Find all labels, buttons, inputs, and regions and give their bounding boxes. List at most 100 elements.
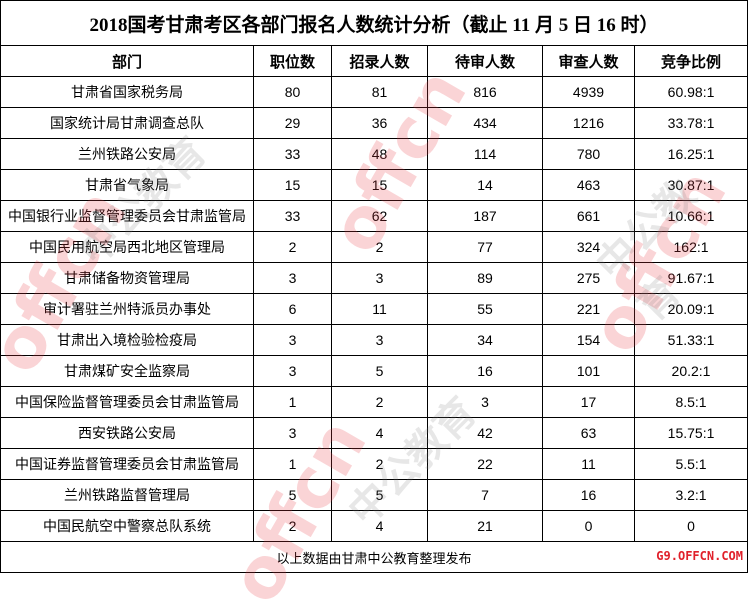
cell-reviewed: 780 bbox=[542, 138, 635, 170]
cell-ratio: 10.66:1 bbox=[633, 200, 748, 232]
column-header: 待审人数 bbox=[427, 45, 543, 77]
cell-reviewed: 0 bbox=[542, 510, 635, 542]
cell-ratio: 33.78:1 bbox=[633, 107, 748, 139]
cell-positions: 80 bbox=[253, 76, 332, 108]
footer-note: 以上数据由甘肃中公教育整理发布 bbox=[0, 541, 748, 573]
cell-ratio: 30.87:1 bbox=[633, 169, 748, 201]
cell-pending: 14 bbox=[427, 169, 543, 201]
table-title: 2018国考甘肃考区各部门报名人数统计分析（截止 11 月 5 日 16 时） bbox=[0, 0, 748, 46]
cell-recruits: 48 bbox=[331, 138, 428, 170]
cell-reviewed: 4939 bbox=[542, 76, 635, 108]
table-row: 中国民航空中警察总队系统 2 4 21 0 0 bbox=[0, 510, 748, 542]
cell-positions: 3 bbox=[253, 355, 332, 387]
header-row: 部门 职位数 招录人数 待审人数 审查人数 竞争比例 bbox=[0, 45, 748, 77]
table-row: 甘肃煤矿安全监察局 3 5 16 101 20.2:1 bbox=[0, 355, 748, 387]
cell-pending: 22 bbox=[427, 448, 543, 480]
cell-department: 中国证券监督管理委员会甘肃监管局 bbox=[0, 448, 254, 480]
cell-recruits: 2 bbox=[331, 386, 428, 418]
cell-ratio: 16.25:1 bbox=[633, 138, 748, 170]
cell-pending: 434 bbox=[427, 107, 543, 139]
cell-reviewed: 221 bbox=[542, 293, 635, 325]
cell-recruits: 11 bbox=[331, 293, 428, 325]
cell-reviewed: 16 bbox=[542, 479, 635, 511]
cell-positions: 1 bbox=[253, 448, 332, 480]
cell-recruits: 62 bbox=[331, 200, 428, 232]
table-row: 兰州铁路公安局 33 48 114 780 16.25:1 bbox=[0, 138, 748, 170]
cell-department: 兰州铁路监督管理局 bbox=[0, 479, 254, 511]
cell-positions: 33 bbox=[253, 200, 332, 232]
cell-ratio: 0 bbox=[633, 510, 748, 542]
cell-positions: 15 bbox=[253, 169, 332, 201]
cell-ratio: 51.33:1 bbox=[633, 324, 748, 356]
table-row: 兰州铁路监督管理局 5 5 7 16 3.2:1 bbox=[0, 479, 748, 511]
cell-ratio: 3.2:1 bbox=[633, 479, 748, 511]
cell-pending: 7 bbox=[427, 479, 543, 511]
cell-pending: 187 bbox=[427, 200, 543, 232]
table-row: 审计署驻兰州特派员办事处 6 11 55 221 20.09:1 bbox=[0, 293, 748, 325]
cell-reviewed: 101 bbox=[542, 355, 635, 387]
column-header: 招录人数 bbox=[331, 45, 428, 77]
cell-positions: 1 bbox=[253, 386, 332, 418]
cell-recruits: 2 bbox=[331, 448, 428, 480]
table-row: 中国民用航空局西北地区管理局 2 2 77 324 162:1 bbox=[0, 231, 748, 263]
cell-ratio: 8.5:1 bbox=[633, 386, 748, 418]
cell-recruits: 36 bbox=[331, 107, 428, 139]
cell-department: 甘肃省国家税务局 bbox=[0, 76, 254, 108]
cell-positions: 3 bbox=[253, 262, 332, 294]
cell-recruits: 3 bbox=[331, 262, 428, 294]
cell-reviewed: 275 bbox=[542, 262, 635, 294]
cell-ratio: 60.98:1 bbox=[633, 76, 748, 108]
cell-reviewed: 324 bbox=[542, 231, 635, 263]
cell-recruits: 81 bbox=[331, 76, 428, 108]
cell-pending: 16 bbox=[427, 355, 543, 387]
cell-department: 兰州铁路公安局 bbox=[0, 138, 254, 170]
cell-pending: 34 bbox=[427, 324, 543, 356]
cell-reviewed: 17 bbox=[542, 386, 635, 418]
table-row: 甘肃出入境检验检疫局 3 3 34 154 51.33:1 bbox=[0, 324, 748, 356]
stats-table: 2018国考甘肃考区各部门报名人数统计分析（截止 11 月 5 日 16 时） … bbox=[0, 0, 748, 573]
cell-reviewed: 11 bbox=[542, 448, 635, 480]
cell-ratio: 20.2:1 bbox=[633, 355, 748, 387]
cell-positions: 2 bbox=[253, 510, 332, 542]
cell-ratio: 5.5:1 bbox=[633, 448, 748, 480]
cell-pending: 114 bbox=[427, 138, 543, 170]
cell-ratio: 20.09:1 bbox=[633, 293, 748, 325]
cell-recruits: 2 bbox=[331, 231, 428, 263]
cell-department: 国家统计局甘肃调查总队 bbox=[0, 107, 254, 139]
table-row: 甘肃储备物资管理局 3 3 89 275 91.67:1 bbox=[0, 262, 748, 294]
cell-reviewed: 63 bbox=[542, 417, 635, 449]
table-row: 甘肃省国家税务局 80 81 816 4939 60.98:1 bbox=[0, 76, 748, 108]
cell-department: 中国保险监督管理委员会甘肃监管局 bbox=[0, 386, 254, 418]
cell-recruits: 5 bbox=[331, 355, 428, 387]
cell-department: 审计署驻兰州特派员办事处 bbox=[0, 293, 254, 325]
cell-recruits: 3 bbox=[331, 324, 428, 356]
cell-positions: 5 bbox=[253, 479, 332, 511]
cell-positions: 2 bbox=[253, 231, 332, 263]
cell-department: 甘肃储备物资管理局 bbox=[0, 262, 254, 294]
cell-department: 中国民用航空局西北地区管理局 bbox=[0, 231, 254, 263]
cell-department: 西安铁路公安局 bbox=[0, 417, 254, 449]
cell-pending: 89 bbox=[427, 262, 543, 294]
site-url: G9.OFFCN.COM bbox=[653, 548, 746, 564]
cell-recruits: 15 bbox=[331, 169, 428, 201]
cell-department: 甘肃出入境检验检疫局 bbox=[0, 324, 254, 356]
cell-positions: 29 bbox=[253, 107, 332, 139]
table-row: 中国证券监督管理委员会甘肃监管局 1 2 22 11 5.5:1 bbox=[0, 448, 748, 480]
cell-recruits: 5 bbox=[331, 479, 428, 511]
cell-ratio: 15.75:1 bbox=[633, 417, 748, 449]
cell-department: 中国民航空中警察总队系统 bbox=[0, 510, 254, 542]
table-row: 中国银行业监督管理委员会甘肃监管局 33 62 187 661 10.66:1 bbox=[0, 200, 748, 232]
cell-department: 中国银行业监督管理委员会甘肃监管局 bbox=[0, 200, 254, 232]
table-row: 中国保险监督管理委员会甘肃监管局 1 2 3 17 8.5:1 bbox=[0, 386, 748, 418]
cell-recruits: 4 bbox=[331, 510, 428, 542]
column-header: 审查人数 bbox=[542, 45, 635, 77]
column-header: 部门 bbox=[0, 45, 254, 77]
table-row: 甘肃省气象局 15 15 14 463 30.87:1 bbox=[0, 169, 748, 201]
cell-reviewed: 1216 bbox=[542, 107, 635, 139]
cell-reviewed: 463 bbox=[542, 169, 635, 201]
cell-pending: 55 bbox=[427, 293, 543, 325]
cell-positions: 3 bbox=[253, 324, 332, 356]
cell-positions: 6 bbox=[253, 293, 332, 325]
cell-positions: 33 bbox=[253, 138, 332, 170]
cell-reviewed: 661 bbox=[542, 200, 635, 232]
